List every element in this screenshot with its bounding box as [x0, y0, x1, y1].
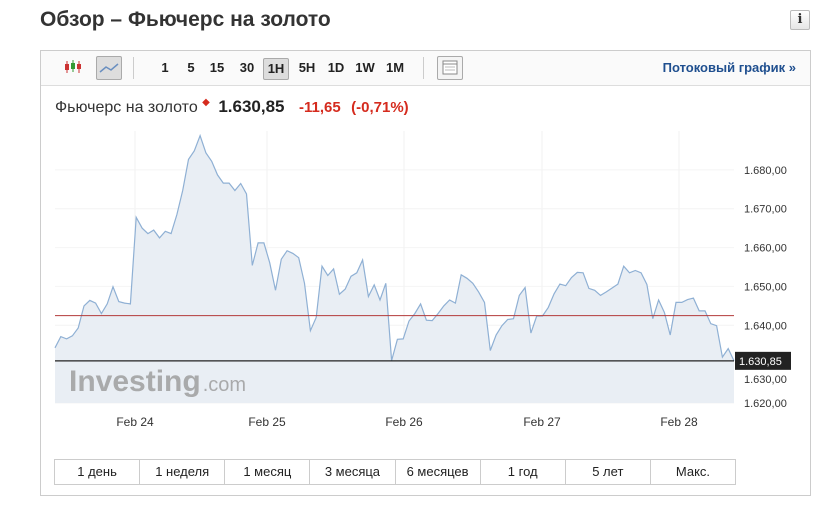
x-tick-label: Feb 28 [660, 415, 698, 429]
price-area [55, 135, 734, 403]
range-button[interactable]: 1 месяц [225, 460, 311, 484]
price-chart[interactable]: Feb 24 Feb 25 Feb 26 Feb 27 Feb 28 1.620,00 1.… [41, 51, 810, 451]
divider [133, 57, 134, 79]
y-tick-label: 1.650,00 [744, 281, 787, 293]
range-button[interactable]: 1 день [55, 460, 141, 484]
interval-15[interactable]: 15 [209, 60, 225, 75]
y-tick-label: 1.620,00 [744, 398, 787, 410]
x-tick-label: Feb 27 [523, 415, 561, 429]
investing-logo-suffix: .com [203, 374, 246, 396]
price-change-percent: (-0,71%) [351, 99, 409, 116]
table-icon[interactable] [437, 56, 463, 80]
interval-1W[interactable]: 1W [355, 60, 375, 75]
page-title: Обзор – Фьючерс на золото [40, 8, 331, 31]
range-button[interactable]: 3 месяца [310, 460, 396, 484]
range-selector: 1 день 1 неделя 1 месяц 3 месяца 6 месяцев 1 … [54, 459, 736, 485]
interval-30[interactable]: 30 [239, 60, 255, 75]
interval-1[interactable]: 1 [161, 60, 169, 75]
range-button[interactable]: Макс. [675, 464, 711, 479]
last-price-label: 1.630,85 [739, 356, 782, 368]
info-icon[interactable]: i [790, 10, 810, 30]
quote-header: Фьючерс на золото ◆ 1.630,85 -11,65 (-0,… [55, 97, 409, 117]
range-button[interactable]: 6 месяцев [396, 460, 481, 484]
y-tick-label: 1.680,00 [744, 165, 787, 177]
investing-logo: Investing [69, 365, 201, 398]
chart-widget: 1 5 15 30 1H 5H 1D 1W 1M Потоковый график » Фьюч… [40, 50, 811, 496]
last-price: 1.630,85 [218, 97, 285, 116]
range-button[interactable]: 1 год [481, 460, 566, 484]
instrument-name: Фьючерс на золото [55, 99, 198, 116]
price-change: -11,65 [298, 99, 341, 116]
line-chart-icon[interactable] [96, 56, 122, 80]
divider [423, 57, 424, 79]
y-tick-label: 1.640,00 [744, 320, 787, 332]
x-tick-label: Feb 26 [385, 415, 423, 429]
last-price-badge [735, 351, 791, 370]
price-line [54, 133, 735, 362]
x-tick-label: Feb 24 [116, 415, 154, 429]
range-button[interactable]: 1 неделя [140, 460, 226, 484]
range-button[interactable]: 5 лет [566, 460, 651, 484]
interval-1M[interactable]: 1M [385, 60, 405, 75]
interval-5H[interactable]: 5H [298, 60, 316, 75]
interval-1D[interactable]: 1D [327, 60, 345, 75]
interval-5[interactable]: 5 [187, 60, 195, 75]
x-tick-label: Feb 25 [248, 415, 286, 429]
interval-1H[interactable]: 1H [263, 58, 289, 80]
y-tick-label: 1.630,00 [744, 374, 787, 386]
candlestick-icon[interactable] [61, 56, 85, 78]
chart-toolbar: 1 5 15 30 1H 5H 1D 1W 1M Потоковый график » [41, 51, 810, 86]
streaming-chart-link[interactable]: Потоковый график » [662, 60, 796, 75]
y-tick-label: 1.660,00 [744, 243, 787, 255]
down-arrow-icon: ◆ [202, 97, 210, 108]
y-tick-label: 1.670,00 [744, 204, 787, 216]
